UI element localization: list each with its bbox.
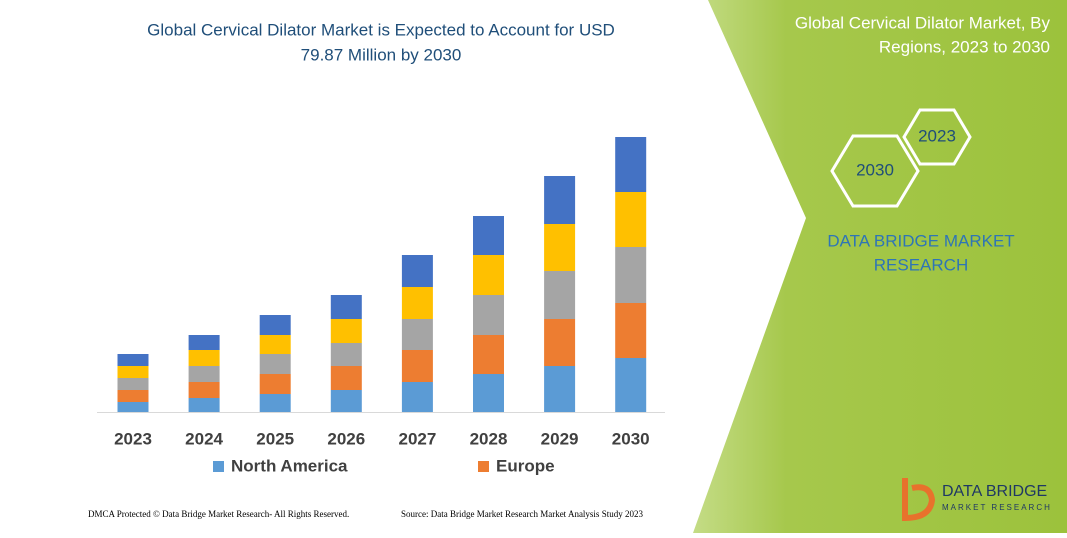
bar-segment xyxy=(615,358,647,412)
bar-segment xyxy=(401,350,433,382)
bar-segment xyxy=(330,295,362,319)
legend-label: North America xyxy=(231,456,348,475)
x-tick-label: 2025 xyxy=(256,429,294,448)
x-tick-label: 2028 xyxy=(470,429,508,448)
bar-segment xyxy=(544,271,576,319)
brand-text: RESEARCH xyxy=(874,255,968,274)
bar-segment xyxy=(117,366,149,378)
x-tick-label: 2024 xyxy=(185,429,223,448)
footer-text: DMCA Protected © Data Bridge Market Rese… xyxy=(88,509,349,519)
bar-segment xyxy=(615,137,647,192)
bar-segment xyxy=(401,255,433,287)
bar-segment xyxy=(473,216,504,255)
bar-segment xyxy=(259,394,291,412)
bar-segment xyxy=(330,343,362,366)
bar-segment xyxy=(401,287,433,319)
bar-segment xyxy=(544,176,576,224)
bar-segment xyxy=(259,315,291,335)
legend-label: Europe xyxy=(496,456,555,475)
panel-title: Regions, 2023 to 2030 xyxy=(879,37,1050,56)
x-tick-label: 2027 xyxy=(398,429,436,448)
panel-title: Global Cervical Dilator Market, By xyxy=(795,13,1051,32)
bar-segment xyxy=(473,335,504,374)
bar-segment xyxy=(544,224,576,271)
bar-segment xyxy=(544,319,576,366)
legend-swatch xyxy=(478,461,489,472)
bar-segment xyxy=(544,366,576,412)
hex-label: 2023 xyxy=(918,126,956,145)
bar-segment xyxy=(615,192,647,247)
bar-segment xyxy=(117,354,149,366)
title-line: 79.87 Million by 2030 xyxy=(301,45,462,64)
footer-text: Source: Data Bridge Market Research Mark… xyxy=(401,509,643,519)
bar-segment xyxy=(473,295,504,335)
bar-segment xyxy=(330,366,362,390)
bar-segment xyxy=(188,335,220,350)
logo-icon xyxy=(902,478,936,522)
bar-segment xyxy=(401,319,433,350)
x-tick-label: 2026 xyxy=(327,429,365,448)
bar-segment xyxy=(259,354,291,374)
bar-segment xyxy=(188,350,220,366)
bar-segment xyxy=(188,382,220,398)
brand-text: DATA BRIDGE MARKET xyxy=(827,231,1014,250)
bar-segment xyxy=(188,398,220,412)
bar-segment xyxy=(615,247,647,303)
hexagon xyxy=(830,134,920,208)
bar-segment xyxy=(259,374,291,394)
logo-subtitle: MARKET RESEARCH xyxy=(942,503,1052,512)
title-line: Global Cervical Dilator Market is Expect… xyxy=(147,20,615,39)
bar-segment xyxy=(473,374,504,412)
logo-title: DATA BRIDGE xyxy=(942,483,1047,500)
bar-segment xyxy=(401,382,433,412)
bar-segment xyxy=(615,303,647,358)
green-panel xyxy=(693,0,1067,533)
bar-segment xyxy=(259,335,291,354)
bar-segment xyxy=(117,402,149,412)
bar-segment xyxy=(117,378,149,390)
bar-segment xyxy=(188,366,220,382)
hexagon xyxy=(902,108,972,166)
bar-segment xyxy=(330,319,362,343)
bar-segment xyxy=(473,255,504,295)
x-tick-label: 2029 xyxy=(541,429,579,448)
x-tick-label: 2030 xyxy=(612,429,650,448)
bar-segment xyxy=(117,390,149,402)
x-tick-label: 2023 xyxy=(114,429,152,448)
bar-segment xyxy=(330,390,362,412)
hex-label: 2030 xyxy=(856,160,894,179)
legend-swatch xyxy=(213,461,224,472)
